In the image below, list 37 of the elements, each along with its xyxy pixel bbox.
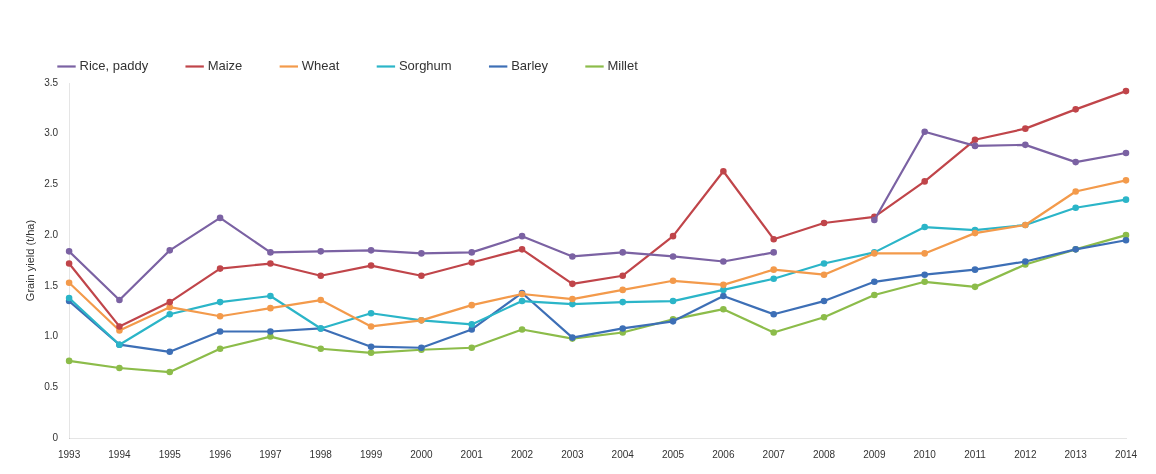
y-tick-label: 0.5	[44, 381, 59, 393]
x-tick-label: 2014	[1114, 448, 1138, 460]
y-tick-label: 3.5	[44, 76, 59, 88]
y-axis-title: Grain yield (t/ha)	[23, 219, 36, 302]
x-tick-label: 2008	[812, 448, 836, 460]
x-tick-label: 2011	[964, 448, 987, 460]
x-tick-label: 2007	[762, 448, 786, 460]
legend-label: Millet	[607, 58, 639, 74]
x-tick-label: 2003	[561, 448, 584, 460]
legend-label: Barley	[511, 58, 549, 74]
x-tick-label: 2000	[410, 448, 433, 460]
y-tick-label: 2.0	[44, 228, 59, 240]
x-tick-label: 2006	[712, 448, 735, 460]
x-tick-label: 1997	[259, 448, 282, 460]
x-tick-label: 2001	[460, 448, 484, 460]
x-tick-label: 2010	[913, 448, 937, 460]
x-tick-label: 2012	[1014, 448, 1037, 460]
x-tick-label: 2009	[863, 448, 886, 460]
x-tick-label: 1993	[57, 448, 81, 460]
legend-label: Sorghum	[398, 58, 452, 74]
legend-label: Wheat	[301, 58, 340, 74]
y-tick-label: 1.0	[44, 330, 59, 342]
x-tick-label: 2005	[661, 448, 685, 460]
y-tick-label: 3.0	[44, 127, 59, 139]
x-tick-label: 2013	[1064, 448, 1088, 460]
x-tick-label: 1998	[309, 448, 333, 460]
x-tick-label: 1999	[359, 448, 383, 460]
x-tick-label: 1996	[208, 448, 232, 460]
legend-label: Rice, paddy	[79, 58, 149, 74]
x-tick-label: 2004	[611, 448, 635, 460]
y-tick-label: 1.5	[44, 279, 59, 291]
legend-label: Maize	[207, 58, 243, 74]
x-tick-label: 1995	[158, 448, 182, 460]
x-tick-label: 2002	[510, 448, 534, 460]
y-tick-label: 2.5	[44, 178, 59, 190]
x-tick-label: 1994	[108, 448, 131, 460]
y-tick-label: 0	[52, 431, 59, 443]
